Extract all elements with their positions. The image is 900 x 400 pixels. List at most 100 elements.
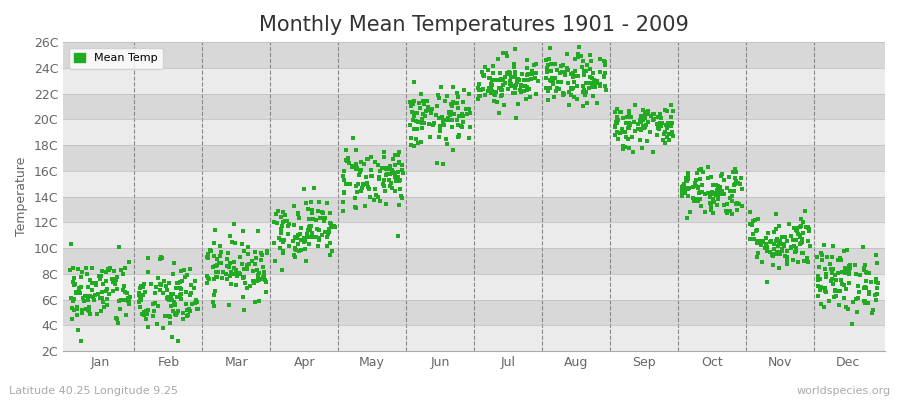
Point [696,169,710,176]
Point [251,271,266,278]
Point [238,280,252,286]
Point [141,255,156,262]
Point [373,198,387,205]
Point [838,269,852,276]
Point [756,238,770,245]
Point [366,197,381,203]
Point [207,292,221,298]
Point [782,220,796,227]
Point [259,250,274,256]
Point [257,277,272,283]
Point [485,87,500,94]
Point [829,277,843,284]
Point [522,86,536,92]
Point [428,112,443,118]
Point [472,93,487,99]
Point [583,66,598,72]
Point [287,252,302,258]
Point [759,235,773,242]
Point [858,262,872,268]
Point [302,222,317,229]
Point [237,294,251,300]
Point [688,180,702,186]
Point [410,119,425,125]
Point [82,307,96,314]
Point [403,98,418,105]
Point [188,278,202,284]
Point [858,284,872,290]
Point [68,280,83,287]
Point [288,254,302,260]
Point [662,120,676,126]
Point [818,271,832,278]
Point [568,56,582,62]
Point [209,269,223,276]
Point [796,230,810,236]
Point [610,118,625,125]
Point [766,253,780,260]
Point [508,46,522,52]
Point [693,202,707,209]
Point [277,218,292,224]
Point [87,292,102,299]
Point [813,287,827,294]
Point [772,241,787,247]
Point [544,68,559,74]
Point [511,101,526,107]
Point [546,80,561,87]
Point [304,234,319,240]
Point [505,83,519,90]
Point [495,86,509,93]
Point [826,281,841,288]
Point [786,236,800,243]
Point [868,275,883,282]
Point [583,79,598,86]
Point [828,272,842,278]
Point [256,264,271,271]
Point [842,280,856,286]
Point [556,90,571,96]
Point [200,272,214,279]
Point [179,288,194,295]
Point [506,90,520,97]
Point [564,92,579,98]
Point [223,273,238,279]
Point [118,289,132,296]
Point [784,233,798,239]
Point [608,109,623,116]
Point [777,240,791,247]
Point [304,206,319,213]
Point [207,276,221,282]
Point [582,85,597,91]
Point [484,82,499,89]
Point [275,223,290,229]
Point [239,284,254,291]
Point [822,298,836,304]
Point [250,274,265,280]
Point [214,260,229,266]
Point [388,174,402,180]
Point [800,258,814,265]
Point [776,241,790,247]
Point [341,158,356,164]
Point [483,90,498,96]
Point [163,320,177,326]
Point [754,238,769,245]
Point [460,111,474,117]
Point [571,51,585,58]
Point [692,195,706,202]
Point [526,62,541,68]
Point [215,269,230,276]
Point [491,98,505,105]
Point [502,68,517,75]
Point [545,79,560,86]
Point [598,62,612,68]
Point [323,220,338,227]
Bar [63,248,885,274]
Point [770,249,785,255]
Point [720,210,734,217]
Point [773,251,788,257]
Point [230,268,244,274]
Point [248,299,262,305]
Point [651,121,665,128]
